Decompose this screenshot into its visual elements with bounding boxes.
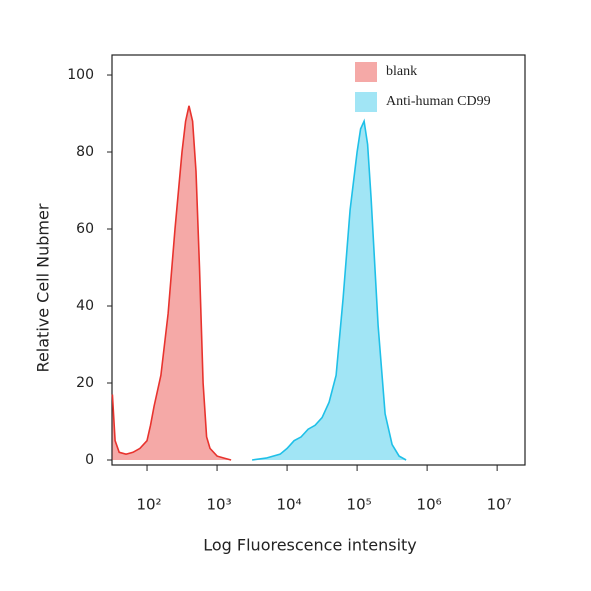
- x-tick-label: 10³: [206, 496, 231, 514]
- legend-swatch: [355, 92, 377, 112]
- area-line: [111, 105, 232, 461]
- x-tick-label: 10⁵: [347, 496, 372, 514]
- plot-frame: [111, 54, 526, 466]
- y-tick-label: 20: [76, 375, 94, 391]
- area-fill: [252, 121, 407, 460]
- x-tick-label: 10⁷: [487, 496, 512, 514]
- y-tick-label: 80: [76, 144, 94, 160]
- y-axis-title: Relative Cell Nubmer: [34, 203, 53, 372]
- area-line: [251, 118, 407, 461]
- x-tick-label: 10⁶: [417, 496, 442, 514]
- legend-swatch: [355, 62, 377, 82]
- x-axis-title: Log Fluorescence intensity: [203, 536, 417, 555]
- x-tick-label: 10²: [136, 496, 161, 514]
- y-tick-label: 60: [76, 221, 94, 237]
- y-tick-label: 100: [67, 67, 94, 83]
- area-fill: [112, 105, 232, 461]
- y-tick-label: 40: [76, 298, 94, 314]
- x-tick-label: 10⁴: [277, 496, 302, 514]
- legend-label: blank: [386, 64, 417, 79]
- legend-label: Anti-human CD99: [386, 94, 491, 109]
- y-tick-label: 0: [85, 452, 94, 468]
